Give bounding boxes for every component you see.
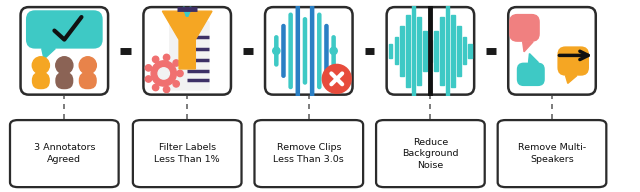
Polygon shape <box>445 3 449 98</box>
Text: Remove Multi-
Speakers: Remove Multi- Speakers <box>518 143 586 164</box>
Text: Remove Clips
Less Than 3.0s: Remove Clips Less Than 3.0s <box>273 143 344 164</box>
Polygon shape <box>523 42 533 52</box>
Polygon shape <box>163 11 212 69</box>
Polygon shape <box>566 76 577 83</box>
FancyBboxPatch shape <box>296 1 300 101</box>
FancyBboxPatch shape <box>274 35 278 67</box>
Circle shape <box>273 47 280 55</box>
Circle shape <box>79 57 97 74</box>
Polygon shape <box>463 37 466 65</box>
Circle shape <box>145 65 152 71</box>
FancyBboxPatch shape <box>289 12 293 89</box>
FancyBboxPatch shape <box>557 46 589 76</box>
Circle shape <box>152 84 159 91</box>
FancyBboxPatch shape <box>303 17 307 85</box>
FancyBboxPatch shape <box>387 7 474 95</box>
Polygon shape <box>429 40 432 62</box>
Circle shape <box>158 68 170 79</box>
Circle shape <box>163 86 170 93</box>
Circle shape <box>32 57 49 74</box>
FancyBboxPatch shape <box>265 7 353 95</box>
FancyBboxPatch shape <box>498 120 606 187</box>
FancyBboxPatch shape <box>376 120 484 187</box>
Polygon shape <box>412 3 415 98</box>
FancyBboxPatch shape <box>10 120 118 187</box>
FancyBboxPatch shape <box>517 63 545 86</box>
Text: Reduce
Background
Noise: Reduce Background Noise <box>402 138 459 170</box>
Circle shape <box>173 60 179 66</box>
Polygon shape <box>417 17 421 85</box>
Circle shape <box>151 61 177 86</box>
FancyBboxPatch shape <box>317 12 321 89</box>
Polygon shape <box>423 31 426 71</box>
Circle shape <box>173 81 179 87</box>
FancyBboxPatch shape <box>508 7 596 95</box>
FancyBboxPatch shape <box>32 72 50 89</box>
Circle shape <box>145 76 152 82</box>
Text: 3 Annotators
Agreed: 3 Annotators Agreed <box>33 143 95 164</box>
Polygon shape <box>406 15 410 87</box>
Polygon shape <box>451 15 455 87</box>
FancyBboxPatch shape <box>324 24 329 78</box>
Text: Filter Labels
Less Than 1%: Filter Labels Less Than 1% <box>154 143 220 164</box>
Polygon shape <box>400 26 404 76</box>
Polygon shape <box>395 37 398 65</box>
FancyBboxPatch shape <box>20 7 108 95</box>
Polygon shape <box>440 17 444 85</box>
FancyBboxPatch shape <box>281 24 285 78</box>
FancyBboxPatch shape <box>55 72 74 89</box>
FancyBboxPatch shape <box>332 35 336 67</box>
Polygon shape <box>435 31 438 71</box>
FancyBboxPatch shape <box>255 120 363 187</box>
FancyBboxPatch shape <box>143 7 231 95</box>
Polygon shape <box>468 44 472 58</box>
Circle shape <box>330 47 337 55</box>
FancyBboxPatch shape <box>169 21 210 91</box>
Circle shape <box>56 57 73 74</box>
Polygon shape <box>529 54 538 63</box>
Circle shape <box>177 70 183 77</box>
Polygon shape <box>457 26 461 76</box>
FancyBboxPatch shape <box>133 120 241 187</box>
Circle shape <box>152 56 159 63</box>
Circle shape <box>323 65 351 93</box>
FancyBboxPatch shape <box>26 10 102 49</box>
Polygon shape <box>389 44 392 58</box>
FancyBboxPatch shape <box>310 1 314 101</box>
Polygon shape <box>42 49 55 59</box>
FancyBboxPatch shape <box>79 72 97 89</box>
FancyBboxPatch shape <box>509 14 540 42</box>
Circle shape <box>163 54 170 61</box>
